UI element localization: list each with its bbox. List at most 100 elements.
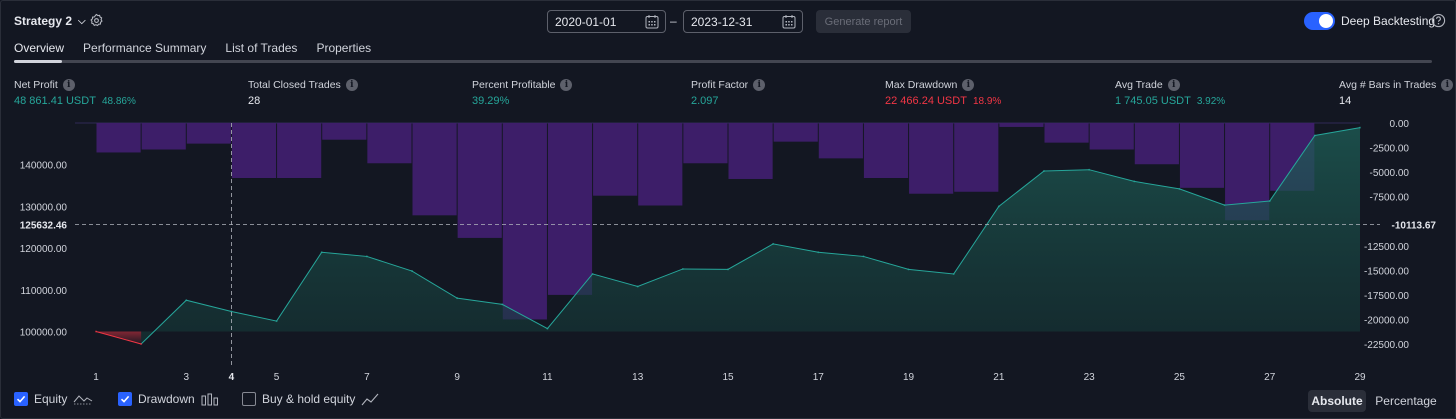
equity-point bbox=[727, 268, 729, 271]
metric-avg-bars: Avg # Bars in Trades i 14 bbox=[1339, 79, 1454, 107]
metric-net-profit: Net Profit i 48 861.41 USDT 48.86% bbox=[14, 79, 136, 107]
metric-title: Net Profit bbox=[14, 79, 58, 91]
x-axis-tick: 17 bbox=[813, 372, 825, 383]
equity-point bbox=[501, 303, 504, 306]
info-icon[interactable]: i bbox=[62, 79, 75, 91]
drawdown-bar bbox=[773, 123, 818, 142]
metric-title: Avg # Bars in Trades bbox=[1339, 79, 1437, 91]
equity-point bbox=[230, 310, 233, 313]
x-axis-tick: 3 bbox=[184, 372, 190, 383]
tab-track bbox=[14, 60, 1432, 63]
metric-title: Percent Profitable bbox=[472, 79, 556, 91]
calendar-icon[interactable] bbox=[782, 14, 796, 29]
legend-drawdown[interactable]: Drawdown bbox=[118, 392, 219, 406]
equity-point bbox=[95, 330, 97, 333]
right-axis-tick: -7500.00 bbox=[1370, 193, 1410, 204]
start-date-input[interactable]: 2020-01-01 bbox=[547, 10, 666, 33]
drawdown-bar bbox=[1089, 123, 1134, 150]
metric-avg-trade: Avg Trade i 1 745.05 USDT 3.92% bbox=[1115, 79, 1225, 107]
settings-icon[interactable] bbox=[89, 13, 104, 28]
absolute-scale-button[interactable]: Absolute bbox=[1308, 390, 1366, 412]
x-axis-tick: 15 bbox=[722, 372, 734, 383]
metric-max-drawdown: Max Drawdown i 22 466.24 USDT 18.9% bbox=[885, 79, 1001, 107]
drawdown-bar bbox=[954, 123, 999, 192]
equity-point bbox=[1223, 204, 1226, 207]
info-icon[interactable]: i bbox=[962, 79, 975, 91]
equity-point bbox=[1088, 168, 1091, 171]
drawdown-label: Drawdown bbox=[138, 392, 195, 406]
drawdown-bar bbox=[1179, 123, 1225, 188]
equity-point bbox=[1268, 199, 1271, 202]
drawdown-bar bbox=[502, 123, 547, 320]
drawdown-bar bbox=[593, 123, 638, 196]
equity-checkbox[interactable] bbox=[14, 392, 28, 406]
left-axis-tick: 120000.00 bbox=[20, 244, 68, 255]
info-icon[interactable]: i bbox=[1167, 79, 1180, 91]
x-axis-tick: 25 bbox=[1174, 372, 1186, 383]
info-icon[interactable]: i bbox=[560, 79, 573, 91]
right-axis-tick: 0.00 bbox=[1390, 119, 1410, 130]
x-axis-tick: 23 bbox=[1084, 372, 1096, 383]
buy-hold-checkbox[interactable] bbox=[242, 392, 256, 406]
drawdown-bar bbox=[322, 123, 367, 140]
x-axis-tick: 27 bbox=[1264, 372, 1276, 383]
right-axis-tick: -5000.00 bbox=[1370, 168, 1410, 179]
drawdown-bar bbox=[186, 123, 231, 144]
equity-point bbox=[1133, 180, 1136, 183]
strategy-selector[interactable]: Strategy 2 ⌵ bbox=[14, 14, 86, 28]
drawdown-bar bbox=[277, 123, 322, 179]
left-axis-tick: 130000.00 bbox=[20, 202, 68, 213]
metric-value: 1 745.05 USDT bbox=[1115, 95, 1191, 107]
equity-point bbox=[997, 205, 1000, 208]
percentage-scale-button[interactable]: Percentage bbox=[1375, 394, 1437, 408]
x-axis-tick: 13 bbox=[632, 372, 644, 383]
chevron-down-icon: ⌵ bbox=[78, 15, 86, 27]
start-date-value: 2020-01-01 bbox=[555, 14, 617, 29]
info-icon[interactable]: i bbox=[1441, 79, 1454, 91]
metric-value: 2.097 bbox=[691, 95, 719, 107]
info-icon[interactable]: i bbox=[753, 79, 766, 91]
right-axis-tick: -22500.00 bbox=[1364, 340, 1409, 351]
equity-drawdown-chart[interactable]: 140000.00 130000.00 120000.00 110000.00 1000… bbox=[0, 110, 1456, 390]
right-axis-tick: -2500.00 bbox=[1370, 144, 1410, 155]
equity-line bbox=[140, 127, 1361, 345]
end-date-input[interactable]: 2023-12-31 bbox=[683, 10, 803, 33]
left-axis-tick: 110000.00 bbox=[20, 286, 67, 297]
calendar-icon[interactable] bbox=[645, 14, 659, 29]
deep-backtesting-toggle[interactable] bbox=[1304, 12, 1335, 30]
equity-area bbox=[141, 127, 1361, 344]
equity-point bbox=[772, 242, 775, 245]
equity-point bbox=[907, 268, 910, 271]
equity-point bbox=[365, 255, 368, 258]
date-separator: – bbox=[670, 14, 677, 28]
metric-title: Max Drawdown bbox=[885, 79, 958, 91]
right-axis-tick: -20000.00 bbox=[1364, 315, 1409, 326]
drawdown-bar bbox=[547, 123, 593, 295]
tab-performance-summary[interactable]: Performance Summary bbox=[83, 41, 207, 55]
report-tabs: Overview Performance Summary List of Tra… bbox=[14, 41, 390, 55]
equity-point bbox=[636, 285, 639, 288]
metric-profit-factor: Profit Factor i 2.097 bbox=[691, 79, 766, 107]
legend-buy-hold[interactable]: Buy & hold equity bbox=[242, 392, 379, 406]
crosshair-left-label: 125632.46 bbox=[20, 221, 68, 232]
equity-point bbox=[817, 251, 820, 254]
x-axis-tick: 19 bbox=[903, 372, 915, 383]
drawdown-bar bbox=[1044, 123, 1089, 143]
tab-list-of-trades[interactable]: List of Trades bbox=[225, 41, 298, 55]
drawdown-bar bbox=[457, 123, 502, 238]
left-axis-tick: 140000.00 bbox=[20, 161, 68, 172]
equity-loss-line bbox=[95, 331, 142, 345]
equity-point bbox=[185, 299, 188, 302]
crosshair-right-label: -10113.67 bbox=[1392, 221, 1437, 232]
tab-properties[interactable]: Properties bbox=[316, 41, 372, 55]
drawdown-checkbox[interactable] bbox=[118, 392, 132, 406]
info-icon[interactable]: i bbox=[345, 79, 358, 91]
generate-report-button[interactable]: Generate report bbox=[816, 10, 911, 33]
equity-point bbox=[140, 343, 143, 345]
x-axis-tick: 5 bbox=[274, 372, 280, 383]
tab-overview[interactable]: Overview bbox=[14, 41, 65, 55]
equity-line-icon bbox=[73, 395, 93, 405]
help-icon[interactable] bbox=[1431, 13, 1446, 28]
legend-equity[interactable]: Equity bbox=[14, 392, 93, 406]
metric-percent: 48.86% bbox=[101, 96, 136, 107]
